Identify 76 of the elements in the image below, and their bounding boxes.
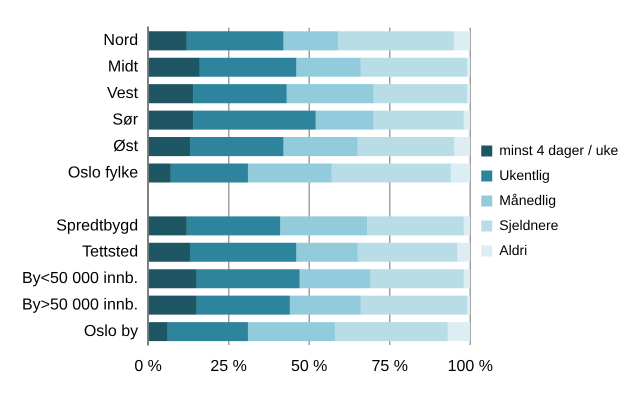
bar (193, 110, 316, 130)
bar (196, 269, 300, 288)
bar (283, 137, 358, 156)
bar (450, 163, 470, 182)
bar (360, 296, 468, 315)
x-tick-label: 0 % (134, 358, 162, 375)
y-tick-label: Nord (103, 32, 138, 50)
bar (248, 322, 335, 342)
bar (454, 137, 470, 156)
bar (200, 58, 296, 77)
x-tick-label: 25 % (210, 358, 247, 375)
y-tick-label: Øst (113, 138, 139, 155)
bar (374, 84, 468, 104)
bar (357, 137, 454, 156)
legend-label: Ukentlig (499, 166, 550, 183)
y-tick-label: Oslo by (84, 322, 138, 340)
bar (448, 322, 470, 342)
bar (338, 31, 454, 50)
bar (148, 322, 168, 342)
bar (148, 296, 196, 315)
y-tick-label: Vest (106, 85, 139, 102)
bar (300, 269, 370, 288)
bar (296, 242, 358, 262)
legend-label: Aldri (499, 242, 528, 258)
y-tick-label: Spredtbygd (56, 217, 138, 234)
bar (283, 31, 338, 50)
bar (148, 31, 187, 50)
bar (167, 322, 248, 342)
legend-label: minst 4 dager / uke (499, 142, 619, 158)
x-tick-label: 100 % (448, 358, 493, 375)
bar (196, 296, 290, 315)
y-tick-label: Tettsted (82, 244, 138, 261)
bar (148, 242, 190, 262)
bar (290, 296, 361, 315)
y-tick-label: By>50 000 innb. (22, 296, 138, 314)
bar (367, 216, 464, 236)
bar (454, 31, 470, 50)
bar (374, 110, 464, 130)
bar (190, 137, 284, 156)
y-tick-label: Oslo fylke (68, 164, 138, 182)
bar (148, 216, 187, 236)
bar (280, 216, 368, 236)
bar (148, 110, 194, 130)
bar (334, 322, 448, 342)
bar (190, 242, 296, 262)
bar (464, 216, 470, 236)
bar (148, 84, 194, 104)
bar (467, 296, 470, 315)
y-tick-label: Midt (108, 58, 139, 76)
bar (467, 84, 470, 104)
legend-label: Sjeldnere (499, 216, 559, 233)
x-tick-label: 50 % (290, 358, 328, 375)
bar (148, 137, 190, 156)
bar (148, 58, 200, 77)
bar (316, 110, 374, 130)
x-tick-label: 75 % (371, 358, 408, 375)
bar (186, 31, 284, 50)
bar (332, 163, 451, 182)
bar (286, 84, 374, 104)
bar (464, 269, 470, 288)
bar (467, 58, 470, 77)
y-tick-label: By<50 000 innb. (22, 270, 138, 288)
bar (148, 163, 171, 182)
bar (193, 84, 287, 104)
bar (360, 58, 468, 77)
bar (170, 163, 248, 182)
bar (370, 269, 464, 288)
bar (357, 242, 458, 262)
bar (148, 269, 196, 288)
bar (248, 163, 332, 182)
bar (296, 58, 361, 77)
y-tick-label: Sør (112, 112, 139, 129)
bar (457, 242, 470, 262)
bar (464, 110, 470, 130)
bar (186, 216, 280, 236)
legend-label: Månedlig (499, 192, 556, 208)
